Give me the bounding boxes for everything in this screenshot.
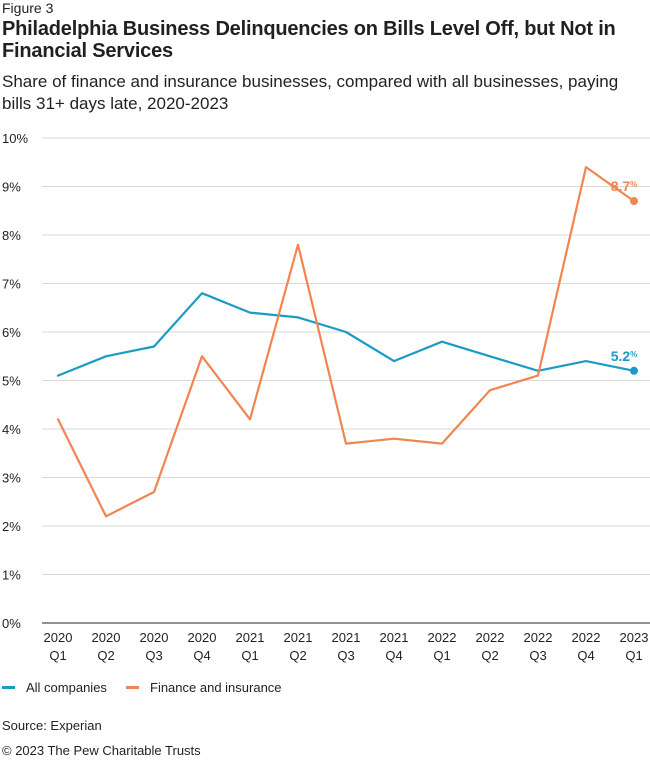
- y-tick-label: 7%: [2, 277, 21, 292]
- x-tick-quarter: Q4: [193, 648, 210, 663]
- y-tick-label: 5%: [2, 374, 21, 389]
- x-tick-year: 2022: [572, 630, 601, 645]
- chart-title: Philadelphia Business Delinquencies on B…: [2, 18, 616, 62]
- y-tick-label: 4%: [2, 422, 21, 437]
- x-axis-ticks: 2020 Q1 2020 Q2 2020 Q3 2020 Q4 2021 Q1 2021 Q2 2021…: [44, 630, 649, 663]
- x-tick-quarter: Q1: [49, 648, 66, 663]
- x-tick-quarter: Q4: [577, 648, 594, 663]
- x-tick-quarter: Q4: [385, 648, 402, 663]
- y-tick-label: 9%: [2, 180, 21, 195]
- y-tick-label: 3%: [2, 471, 21, 486]
- x-tick-year: 2022: [428, 630, 457, 645]
- end-value-label-all-companies: 5.2%: [611, 348, 638, 364]
- figure-label: Figure 3: [2, 0, 54, 16]
- x-tick-quarter: Q3: [529, 648, 546, 663]
- x-tick-quarter: Q1: [433, 648, 450, 663]
- x-tick-year: 2020: [92, 630, 121, 645]
- source-note: Source: Experian: [2, 718, 102, 733]
- y-tick-label: 1%: [2, 568, 21, 583]
- y-tick-label: 8%: [2, 228, 21, 243]
- end-marker-all-companies: [630, 366, 638, 375]
- end-value-unit: %: [630, 180, 637, 189]
- series-lines: 5.2% 8.7%: [56, 166, 638, 518]
- end-value-label-finance: 8.7%: [611, 178, 638, 194]
- x-tick-year: 2023: [620, 630, 649, 645]
- legend-swatch-finance: [126, 686, 139, 689]
- y-tick-label: 0%: [2, 616, 21, 631]
- y-tick-label: 10%: [2, 131, 28, 146]
- x-tick-quarter: Q3: [145, 648, 162, 663]
- legend-item-finance: Finance and insurance: [126, 680, 282, 695]
- copyright-note: © 2023 The Pew Charitable Trusts: [2, 743, 201, 758]
- y-axis-ticks: 0% 1% 2% 3% 4% 5% 6% 7% 8% 9% 10%: [2, 131, 28, 631]
- end-value-unit: %: [630, 350, 637, 359]
- gridlines: [42, 137, 650, 624]
- x-tick-year: 2021: [284, 630, 313, 645]
- x-tick-quarter: Q2: [97, 648, 114, 663]
- legend-swatch-all-companies: [2, 686, 15, 689]
- x-tick-quarter: Q3: [337, 648, 354, 663]
- x-tick-quarter: Q1: [625, 648, 642, 663]
- x-tick-year: 2021: [332, 630, 361, 645]
- x-tick-year: 2022: [524, 630, 553, 645]
- legend-label-all-companies: All companies: [26, 680, 107, 695]
- legend-item-all-companies: All companies: [2, 680, 107, 695]
- series-line-finance: [56, 166, 636, 518]
- legend-label-finance: Finance and insurance: [150, 680, 282, 695]
- y-tick-label: 2%: [2, 519, 21, 534]
- end-marker-finance: [630, 197, 638, 206]
- x-tick-quarter: Q1: [241, 648, 258, 663]
- x-tick-year: 2021: [380, 630, 409, 645]
- x-tick-quarter: Q2: [481, 648, 498, 663]
- x-tick-year: 2020: [44, 630, 73, 645]
- x-tick-quarter: Q2: [289, 648, 306, 663]
- chart-subtitle: Share of finance and insurance businesse…: [2, 72, 619, 113]
- x-tick-year: 2021: [236, 630, 265, 645]
- x-tick-year: 2022: [476, 630, 505, 645]
- x-tick-year: 2020: [188, 630, 217, 645]
- x-tick-year: 2020: [140, 630, 169, 645]
- y-tick-label: 6%: [2, 325, 21, 340]
